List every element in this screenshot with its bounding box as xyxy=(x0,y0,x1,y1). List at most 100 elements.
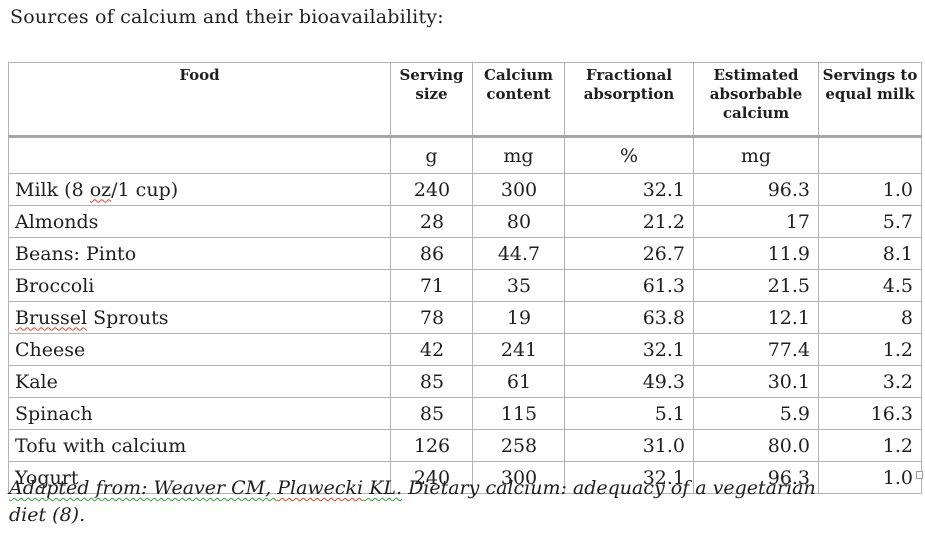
unit-cell-grams: g xyxy=(390,136,473,174)
value-cell: 240 xyxy=(390,173,473,206)
value-cell: 115 xyxy=(472,397,565,430)
table-row: Yogurt 240 300 32.1 96.3 1.0 xyxy=(8,461,922,494)
food-name-cell: Beans: Pinto xyxy=(8,237,391,270)
value-cell: 32.1 xyxy=(564,461,694,494)
table-row: Kale 85 61 49.3 30.1 3.2 xyxy=(8,365,922,398)
value-cell: 63.8 xyxy=(564,301,694,334)
food-name-text: Spinach xyxy=(15,402,93,425)
column-header-calcium-content: Calcium content xyxy=(472,62,565,138)
value-cell: 8 xyxy=(818,301,922,334)
value-cell: 49.3 xyxy=(564,365,694,398)
table-row: Tofu with calcium 126 258 31.0 80.0 1.2 xyxy=(8,429,922,462)
value-cell: 19 xyxy=(472,301,565,334)
value-cell: 258 xyxy=(472,429,565,462)
value-cell: 1.0 xyxy=(818,173,922,206)
value-cell: 80.0 xyxy=(693,429,819,462)
calcium-bioavailability-table: Food Serving size Calcium content Fracti… xyxy=(8,62,922,494)
page-title: Sources of calcium and their bioavailabi… xyxy=(10,6,444,28)
value-cell: 1.2 xyxy=(818,333,922,366)
value-cell: 300 xyxy=(472,173,565,206)
table-row: Cheese 42 241 32.1 77.4 1.2 xyxy=(8,333,922,366)
value-cell: 17 xyxy=(693,205,819,238)
food-name-cell: Milk (8 oz/1 cup) xyxy=(8,173,391,206)
value-cell: 78 xyxy=(390,301,473,334)
value-cell: 21.2 xyxy=(564,205,694,238)
value-cell: 4.5 xyxy=(818,269,922,302)
table-row: Beans: Pinto 86 44.7 26.7 11.9 8.1 xyxy=(8,237,922,270)
spellcheck-marked-text: oz xyxy=(89,178,112,201)
value-cell: 5.9 xyxy=(693,397,819,430)
value-cell: 240 xyxy=(390,461,473,494)
table-row: Almonds 28 80 21.2 17 5.7 xyxy=(8,205,922,238)
value-cell: 241 xyxy=(472,333,565,366)
value-cell: 77.4 xyxy=(693,333,819,366)
source-citation: Adapted from: Weaver CM, Plawecki KL. Di… xyxy=(9,475,899,529)
table-body: g mg % mg Milk (8 oz/1 cup) 240 300 32.1 96.… xyxy=(8,136,922,494)
unit-cell-mg-absorbable: mg xyxy=(693,136,819,174)
column-header-serving-size: Serving size xyxy=(390,62,473,138)
value-cell: 11.9 xyxy=(693,237,819,270)
value-cell: 42 xyxy=(390,333,473,366)
value-cell: 32.1 xyxy=(564,333,694,366)
food-name-text: Almonds xyxy=(15,210,99,233)
food-name-cell: Spinach xyxy=(8,397,391,430)
value-cell: 44.7 xyxy=(472,237,565,270)
citation-text: Dietary calcium: adequacy of a vegetaria… xyxy=(402,477,816,499)
table-row: Milk (8 oz/1 cup) 240 300 32.1 96.3 1.0 xyxy=(8,173,922,206)
citation-text: diet (8). xyxy=(9,504,86,526)
value-cell: 71 xyxy=(390,269,473,302)
food-name-cell: Brussel Sprouts xyxy=(8,301,391,334)
value-cell: 61.3 xyxy=(564,269,694,302)
value-cell: 30.1 xyxy=(693,365,819,398)
spellcheck-marked-text: Plawecki xyxy=(277,477,364,499)
food-name-text: Milk (8 xyxy=(15,178,90,201)
column-header-food: Food xyxy=(8,62,391,138)
unit-cell-servings xyxy=(818,136,922,174)
units-row: g mg % mg xyxy=(8,136,922,174)
food-name-cell: Kale xyxy=(8,365,391,398)
value-cell: 35 xyxy=(472,269,565,302)
table-row: Brussel Sprouts 78 19 63.8 12.1 8 xyxy=(8,301,922,334)
unit-cell-mg: mg xyxy=(472,136,565,174)
table-resize-handle xyxy=(916,471,923,479)
value-cell: 3.2 xyxy=(818,365,922,398)
value-cell: 96.3 xyxy=(693,173,819,206)
food-name-cell: Yogurt xyxy=(8,461,391,494)
table-row: Broccoli 71 35 61.3 21.5 4.5 xyxy=(8,269,922,302)
value-cell: 126 xyxy=(390,429,473,462)
value-cell: 16.3 xyxy=(818,397,922,430)
column-header-estimated-absorbable-calcium: Estimated absorbable calcium xyxy=(693,62,819,138)
value-cell: 86 xyxy=(390,237,473,270)
value-cell: 31.0 xyxy=(564,429,694,462)
column-header-fractional-absorption: Fractional absorption xyxy=(564,62,694,138)
spellcheck-marked-text: Brussel xyxy=(15,306,88,329)
table-header-row: Food Serving size Calcium content Fracti… xyxy=(8,62,922,138)
value-cell: 26.7 xyxy=(564,237,694,270)
food-name-text: Tofu with calcium xyxy=(15,434,187,457)
food-name-cell: Tofu with calcium xyxy=(8,429,391,462)
value-cell: 8.1 xyxy=(818,237,922,270)
value-cell: 85 xyxy=(390,365,473,398)
food-name-text: Beans: Pinto xyxy=(15,242,137,265)
value-cell: 61 xyxy=(472,365,565,398)
value-cell: 32.1 xyxy=(564,173,694,206)
value-cell: 21.5 xyxy=(693,269,819,302)
value-cell: 5.7 xyxy=(818,205,922,238)
food-name-cell: Cheese xyxy=(8,333,391,366)
column-header-servings-to-equal-milk: Servings to equal milk xyxy=(818,62,922,138)
value-cell: 80 xyxy=(472,205,565,238)
food-name-text: Broccoli xyxy=(15,274,95,297)
value-cell: 12.1 xyxy=(693,301,819,334)
food-name-cell: Broccoli xyxy=(8,269,391,302)
food-name-text: Kale xyxy=(15,370,58,393)
value-cell: 1.2 xyxy=(818,429,922,462)
grammar-marked-text: KL. xyxy=(363,477,403,499)
value-cell: 5.1 xyxy=(564,397,694,430)
unit-cell-percent: % xyxy=(564,136,694,174)
food-name-text: Sprouts xyxy=(87,306,169,329)
unit-cell-food xyxy=(8,136,391,174)
grammar-marked-text: Adapted from: Weaver CM, xyxy=(9,477,278,499)
food-name-text: Cheese xyxy=(15,338,86,361)
table-row: Spinach 85 115 5.1 5.9 16.3 xyxy=(8,397,922,430)
value-cell: 85 xyxy=(390,397,473,430)
